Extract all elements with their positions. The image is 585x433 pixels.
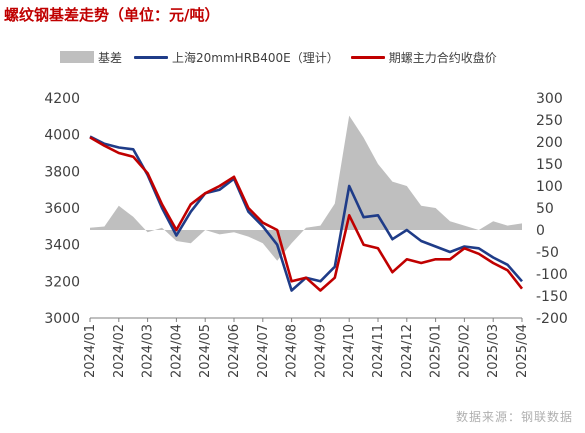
x-tick-label: 2024/02 [112,324,127,378]
legend-label-basis: 基差 [98,50,123,65]
x-tick-label: 2025/02 [457,324,472,378]
basis-area [90,115,522,261]
x-tick-label: 2024/11 [371,324,386,378]
y-left-tick-label: 3200 [44,274,80,290]
chart-title: 螺纹钢基差走势（单位：元/吨） [4,6,220,24]
x-tick-label: 2025/01 [429,324,444,378]
x-tick-label: 2024/01 [83,324,98,378]
x-tick-label: 2024/08 [285,324,300,378]
y-left-tick-label: 3000 [44,311,80,327]
x-tick-label: 2024/09 [313,324,328,378]
y-right-tick-label: -50 [536,245,559,261]
x-tick-label: 2024/10 [342,324,357,378]
y-left-tick-label: 4200 [44,91,80,107]
y-right-tick-label: 250 [536,113,563,129]
x-tick-label: 2024/07 [256,324,271,378]
legend-label-futures-price: 期螺主力合约收盘价 [388,50,497,65]
legend-item-spot-price: 上海20mmHRB400E（理计） [134,49,339,66]
y-right-tick-label: -200 [536,311,568,327]
x-tick-label: 2025/03 [486,324,501,378]
legend-swatch-spot-price [134,55,169,59]
y-left-tick-label: 3600 [44,201,80,217]
legend-swatch-basis [60,51,94,63]
y-right-tick-label: 0 [536,223,545,239]
y-right-tick-label: 150 [536,157,563,173]
y-left-tick-label: 4000 [44,128,80,144]
y-right-tick-label: -100 [536,267,568,283]
y-right-tick-label: 200 [536,135,563,151]
x-tick-label: 2024/03 [141,324,156,378]
x-tick-label: 2024/12 [400,324,415,378]
legend-label-spot-price: 上海20mmHRB400E（理计） [172,50,339,65]
y-right-tick-label: 50 [536,201,554,217]
futures-price-line [89,136,524,292]
y-left-tick-label: 3800 [44,164,80,180]
x-tick-label: 2024/04 [169,324,184,378]
y-left-tick-label: 3400 [44,238,80,254]
y-right-tick-label: 100 [536,179,563,195]
legend-swatch-futures-price [350,55,385,59]
x-tick-label: 2024/05 [198,324,213,378]
y-right-tick-label: -150 [536,289,568,305]
spot-price-line [89,135,523,292]
source-note: 数据来源：钢联数据 [455,410,573,424]
y-right-tick-label: 300 [536,91,563,107]
legend: 基差 上海20mmHRB400E（理计） 期螺主力合约收盘价 [60,48,509,66]
legend-item-futures-price: 期螺主力合约收盘价 [350,49,497,66]
x-tick-label: 2025/04 [515,324,530,378]
x-tick-label: 2024/06 [227,324,242,378]
legend-item-basis: 基差 [60,49,122,66]
